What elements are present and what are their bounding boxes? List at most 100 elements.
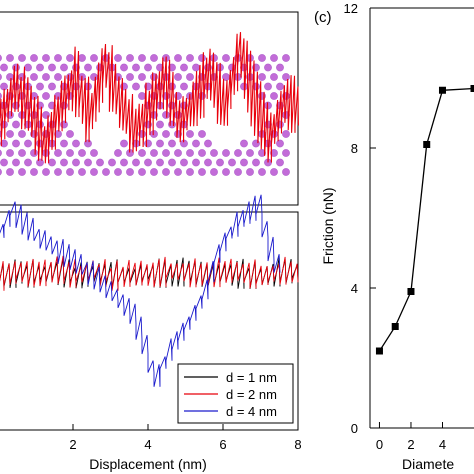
atom: [126, 73, 134, 81]
panel-c-x-tick-label: 4: [439, 437, 446, 452]
bottom-x-tick-label: 4: [144, 437, 151, 452]
atom: [30, 149, 38, 157]
atom: [198, 168, 206, 176]
atom: [90, 149, 98, 157]
panel-c-y-axis-label: Friction (nN): [320, 187, 336, 264]
atom: [204, 139, 212, 148]
atom: [96, 158, 104, 167]
atom: [0, 168, 2, 176]
atom: [0, 92, 2, 100]
atom: [114, 54, 122, 62]
atom: [48, 158, 56, 167]
atom: [48, 82, 56, 91]
panel-c-marker: [391, 323, 399, 330]
atom: [162, 149, 170, 157]
atom: [228, 158, 236, 167]
atom: [192, 139, 200, 148]
bottom-x-ticks: 2 4 6 8: [69, 424, 302, 452]
atom: [156, 158, 164, 167]
atom: [54, 130, 62, 138]
atom: [30, 54, 38, 62]
atom: [126, 54, 134, 62]
atom: [12, 158, 20, 167]
atom: [186, 130, 194, 138]
atom: [54, 149, 62, 157]
atom: [6, 73, 14, 81]
atom: [240, 158, 248, 167]
atom: [276, 158, 284, 167]
atom: [138, 54, 146, 62]
atom: [90, 73, 98, 81]
bottom-x-tick-label: 6: [219, 437, 226, 452]
atom: [30, 168, 38, 176]
atom: [150, 168, 158, 176]
atom: [48, 63, 56, 72]
atom: [42, 73, 50, 81]
atom: [210, 168, 218, 176]
panel-c-label: (c): [314, 9, 332, 26]
atom: [222, 149, 230, 157]
atom: [54, 73, 62, 81]
atom: [216, 158, 224, 167]
panel-c-series: [375, 85, 474, 355]
atom: [84, 158, 92, 167]
atom: [174, 73, 182, 81]
atom: [180, 158, 188, 167]
atom: [66, 149, 74, 157]
atom: [258, 73, 266, 81]
atom: [150, 54, 158, 62]
atom: [162, 130, 170, 138]
atom: [42, 92, 50, 100]
panel-c-x-tick-label: 0: [376, 437, 383, 452]
panel-c-y-tick-label: 8: [351, 141, 358, 156]
atom: [72, 139, 80, 148]
atom: [90, 54, 98, 62]
atom: [6, 168, 14, 176]
panel-c-y-tick-label: 12: [344, 1, 358, 16]
atom: [210, 149, 218, 157]
atom: [72, 158, 80, 167]
atom: [36, 82, 44, 91]
atom: [186, 149, 194, 157]
atom: [282, 168, 290, 176]
atom: [120, 139, 128, 148]
atom: [168, 139, 176, 148]
bottom-series-line: [0, 255, 299, 291]
atom: [90, 168, 98, 176]
atom: [0, 158, 8, 167]
atom: [6, 54, 14, 62]
atom: [258, 168, 266, 176]
atom: [18, 130, 26, 138]
atom: [198, 149, 206, 157]
atom: [18, 54, 26, 62]
atom: [42, 54, 50, 62]
panel-c-line: [378, 87, 474, 352]
atom: [0, 73, 2, 81]
atom: [114, 149, 122, 157]
atom: [60, 158, 68, 167]
atom: [162, 168, 170, 176]
atom: [12, 120, 20, 129]
atom: [0, 149, 2, 157]
atom: [282, 130, 290, 138]
atom: [264, 82, 272, 91]
legend-label-d1: d = 1 nm: [226, 370, 277, 385]
panel-c-y-tick-label: 4: [351, 281, 358, 296]
atom: [108, 158, 116, 167]
atom: [150, 130, 158, 138]
atom: [168, 120, 176, 129]
atom: [186, 168, 194, 176]
atom: [276, 82, 284, 91]
atom: [18, 168, 26, 176]
atom: [138, 168, 146, 176]
atom: [180, 63, 188, 72]
atom: [246, 168, 254, 176]
atom: [144, 139, 152, 148]
panel-c-marker: [470, 85, 474, 92]
atom: [162, 111, 170, 119]
atom: [240, 139, 248, 148]
bottom-series-line: [0, 194, 281, 387]
atom: [156, 139, 164, 148]
atom: [270, 168, 278, 176]
